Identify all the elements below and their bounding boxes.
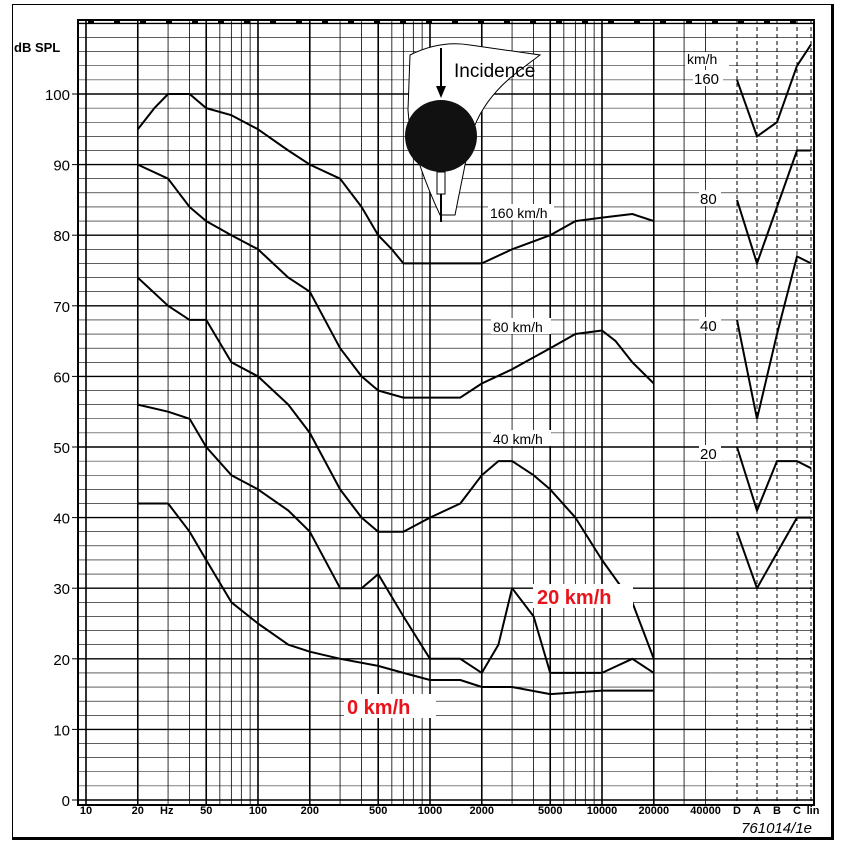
top-marker	[634, 20, 640, 24]
top-marker	[556, 20, 562, 24]
right-label-80: 80	[700, 191, 717, 208]
top-marker	[582, 20, 588, 24]
series-line-0-km-h	[137, 502, 654, 696]
microphone-windscreen-icon	[405, 100, 477, 172]
weighted-level-curves	[736, 44, 812, 591]
series-line-80-km-h	[137, 163, 655, 399]
weighting-label: B	[773, 805, 781, 817]
y-tick-label: 70	[53, 299, 70, 316]
x-tick-label: 20	[132, 805, 144, 817]
x-unit-label: Hz	[160, 805, 174, 817]
top-marker	[400, 20, 406, 24]
top-marker	[374, 20, 380, 24]
x-tick-label: 2000	[470, 805, 494, 817]
label-0: 0 km/h	[347, 697, 410, 719]
weighted-line-20	[736, 446, 812, 514]
top-marker	[140, 20, 146, 24]
weighted-line-80	[736, 149, 811, 267]
y-tick-label: 0	[62, 793, 70, 810]
arrow-head-icon	[436, 86, 446, 98]
weighting-label: D	[733, 805, 741, 817]
y-tick-label: 10	[53, 722, 70, 739]
microphone-diagram: Incidence	[405, 43, 542, 222]
top-marker	[348, 20, 354, 24]
label-20: 20 km/h	[537, 587, 611, 609]
weighting-label: A	[753, 805, 761, 817]
x-tick-label: 10	[80, 805, 92, 817]
top-marker	[530, 20, 536, 24]
series-line-40-km-h	[137, 276, 655, 660]
top-marker	[478, 20, 484, 24]
incidence-label: Incidence	[454, 61, 535, 82]
top-marker	[452, 20, 458, 24]
top-marker	[790, 20, 796, 24]
top-marker	[192, 20, 198, 24]
top-marker	[296, 20, 302, 24]
series-line-20-km-h	[137, 403, 655, 674]
label-40: 40 km/h	[493, 431, 543, 447]
top-marker	[608, 20, 614, 24]
top-marker	[114, 20, 120, 24]
x-tick-label: 20000	[638, 805, 669, 817]
right-label-20: 20	[700, 446, 717, 463]
top-marker	[244, 20, 250, 24]
y-axis-label: dB SPL	[14, 40, 60, 55]
top-marker	[504, 20, 510, 24]
y-tick-label: 90	[53, 158, 70, 175]
top-marker	[738, 20, 744, 24]
x-tick-label: 1000	[418, 805, 442, 817]
y-tick-label: 80	[53, 228, 70, 245]
y-tick-label: 40	[53, 511, 70, 528]
y-tick-label: 60	[53, 369, 70, 386]
right-unit: km/h	[687, 51, 717, 67]
chart-frame	[12, 4, 834, 840]
series-line-160-km-h	[137, 93, 655, 265]
top-marker	[88, 20, 94, 24]
curve-labels: 160 km/h 80 km/h 40 km/h 20 km/h 0 km/h	[344, 204, 633, 719]
x-tick-label: 40000	[690, 805, 721, 817]
x-tick-label: 50	[200, 805, 212, 817]
x-tick-label: 5000	[538, 805, 562, 817]
x-tick-label: 200	[301, 805, 319, 817]
label-160: 160 km/h	[490, 205, 548, 221]
right-label-160: 160	[694, 71, 719, 88]
curves	[137, 93, 655, 696]
top-marker	[166, 20, 172, 24]
top-marker	[270, 20, 276, 24]
weighted-line-40	[736, 254, 812, 420]
x-tick-label: 100	[249, 805, 267, 817]
weighted-line-lowest	[736, 516, 811, 591]
y-tick-label: 20	[53, 652, 70, 669]
right-labels: km/h 160 80 40 20	[685, 51, 729, 463]
weighted-line-160	[736, 44, 812, 138]
microphone-body-icon	[436, 171, 446, 195]
top-marker	[322, 20, 328, 24]
top-marker	[218, 20, 224, 24]
top-marker	[660, 20, 666, 24]
weighting-label: C	[793, 805, 801, 817]
plot-border	[77, 19, 815, 806]
grid	[77, 19, 815, 806]
right-label-40: 40	[700, 318, 717, 335]
y-tick-label: 30	[53, 581, 70, 598]
top-marker	[686, 20, 692, 24]
y-tick-label: 100	[45, 87, 70, 104]
figure-code: 761014/1e	[741, 820, 812, 837]
y-tick-label: 50	[53, 440, 70, 457]
top-marker	[712, 20, 718, 24]
top-marker	[426, 20, 432, 24]
label-80: 80 km/h	[493, 319, 543, 335]
top-marker	[764, 20, 770, 24]
x-tick-label: 500	[369, 805, 387, 817]
weighting-label: lin	[807, 805, 820, 817]
x-tick-label: 10000	[587, 805, 618, 817]
